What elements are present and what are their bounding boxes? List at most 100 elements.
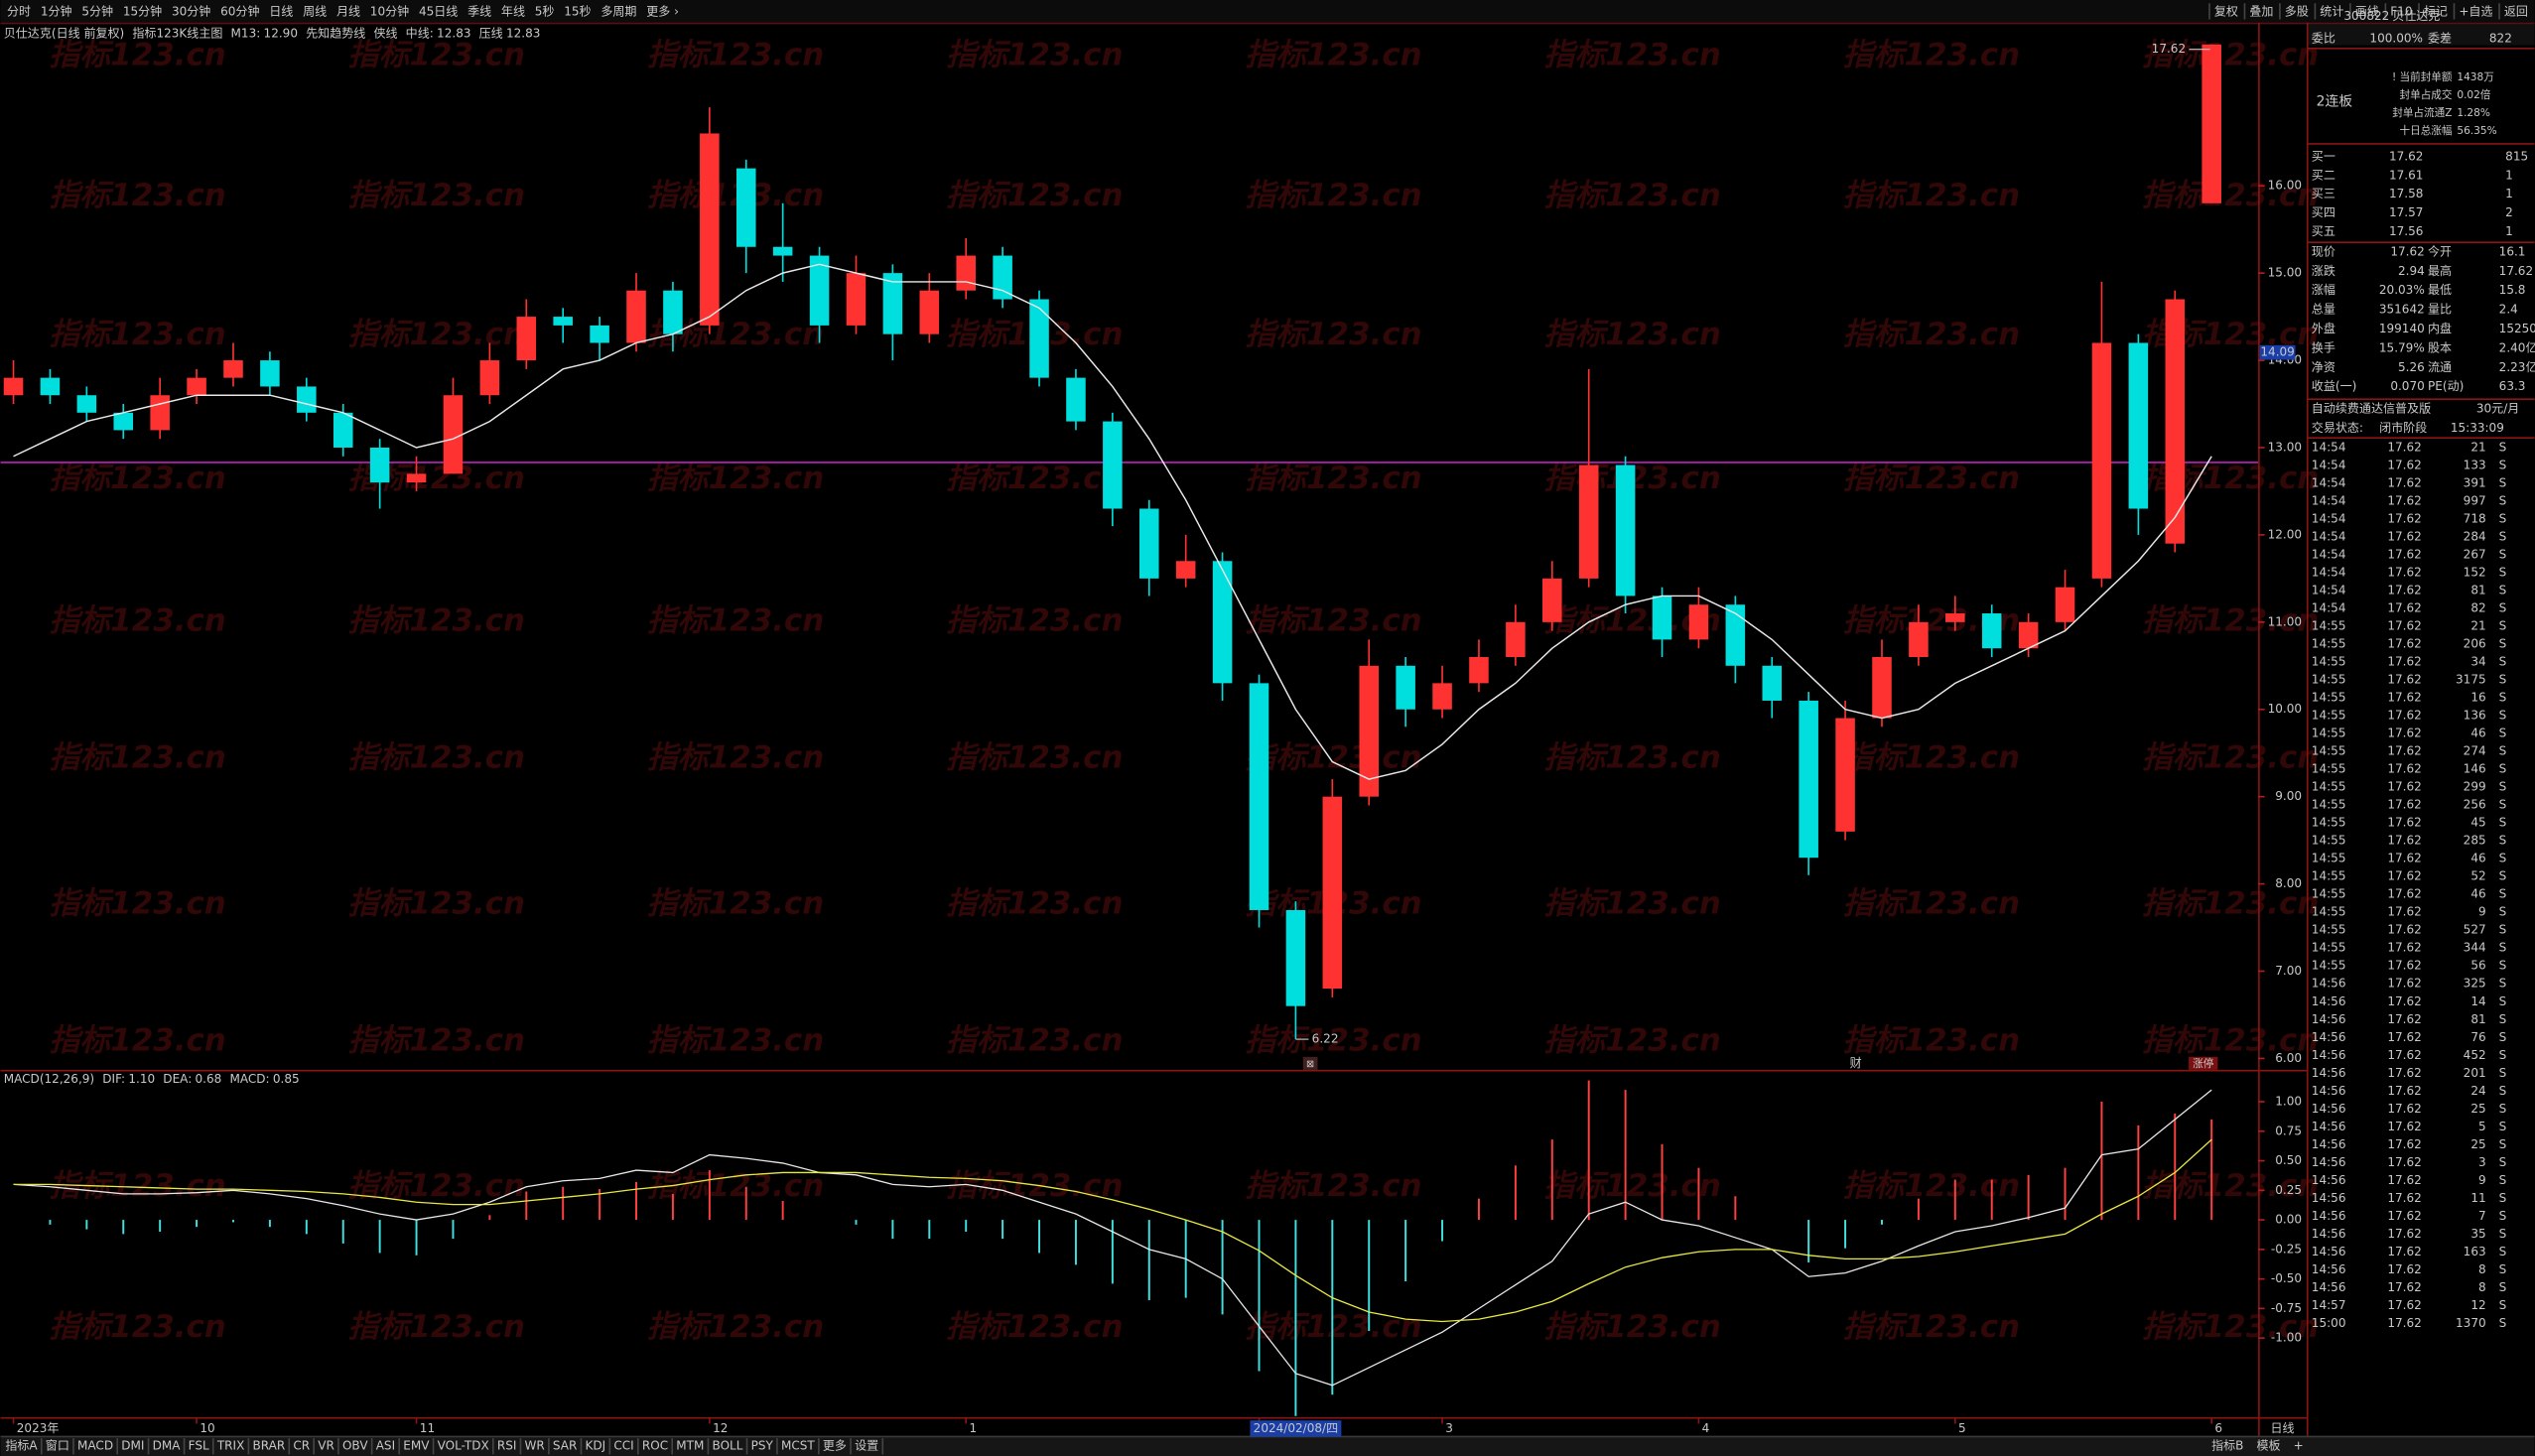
trade-price: 17.62 [2387,727,2421,740]
tab[interactable]: 设置 [855,1439,878,1453]
macd-header: MACD(12,26,9) [4,1072,94,1086]
trade-time: 14:55 [2312,637,2346,651]
trade-volume: 82 [2470,601,2485,615]
trade-side: S [2499,1191,2507,1205]
candle-body [590,325,609,343]
toolbar-button[interactable]: 30分钟 [172,4,210,19]
tab[interactable]: DMA [153,1439,182,1453]
trade-side: S [2499,1048,2507,1062]
toolbar-button[interactable]: F10 [2390,5,2412,19]
trade-time: 14:55 [2312,744,2346,758]
trade-time: 14:56 [2312,1245,2346,1258]
toolbar-button[interactable]: 统计 [2320,5,2343,19]
candle-body [809,255,830,326]
trade-time: 14:55 [2312,709,2346,723]
tab[interactable]: EMV [403,1439,430,1453]
toolbar-button[interactable]: 年线 [501,5,525,19]
toolbar-button[interactable]: 标记 [2424,5,2448,19]
toolbar-button[interactable]: 45日线 [419,5,458,19]
tab[interactable]: BOLL [713,1439,743,1453]
tab[interactable]: RSI [497,1439,517,1453]
tab[interactable]: VR [318,1439,334,1453]
tab[interactable]: MACD [77,1439,113,1453]
trade-side: S [2499,1084,2507,1098]
tab[interactable]: 更多 [823,1439,847,1453]
toolbar-button[interactable]: 5分钟 [81,4,113,19]
trade-price: 17.62 [2387,530,2421,544]
watermark: 指标123.cn [49,885,225,921]
toolbar-button[interactable]: 更多 › [646,5,679,19]
trade-price: 17.62 [2387,673,2421,687]
trade-side: S [2499,601,2507,615]
tab[interactable]: CCI [613,1439,633,1453]
watermark: 指标123.cn [946,37,1123,72]
tab[interactable]: BRAR [252,1439,285,1453]
candle-body [1359,665,1380,797]
toolbar-button[interactable]: 日线 [269,5,293,19]
watermark: 指标123.cn [49,37,225,72]
tab[interactable]: 指标A [5,1438,38,1453]
toolbar-button[interactable]: 60分钟 [220,4,259,19]
candle-body [919,290,940,334]
toolbar-button[interactable]: 复权 [2214,5,2238,19]
toolbar-button[interactable]: 15秒 [564,5,591,19]
tab[interactable]: 指标B [2211,1438,2243,1453]
tab[interactable]: DMI [121,1439,144,1453]
tab[interactable]: ROC [642,1439,668,1453]
trade-time: 14:54 [2312,441,2346,455]
trade-time: 14:55 [2312,923,2346,937]
tab[interactable]: CR [293,1439,310,1453]
trade-price: 17.62 [2387,852,2421,865]
tab[interactable]: VOL-TDX [438,1439,489,1453]
candle-body [2128,342,2149,509]
tab[interactable]: KDJ [586,1439,606,1453]
tab[interactable]: WR [525,1439,546,1453]
tab[interactable]: ASI [376,1439,395,1453]
trade-time: 14:54 [2312,566,2346,580]
quote-value: 15250 [2499,322,2535,335]
watermark: 指标123.cn [1843,1309,2020,1345]
tab[interactable]: 模板 [2256,1439,2280,1453]
toolbar-button[interactable]: 周线 [303,5,327,19]
dea-line [13,1138,2212,1323]
trade-side: S [2499,655,2507,669]
watermark: 指标123.cn [946,461,1123,496]
trade-price: 17.62 [2387,1120,2421,1133]
toolbar-button[interactable]: 15分钟 [123,4,162,19]
tab[interactable]: MCST [781,1439,815,1453]
toolbar-button[interactable]: 返回 [2504,5,2528,19]
tab[interactable]: + [2294,1439,2304,1453]
candle-body [1835,718,1855,832]
toolbar-button[interactable]: 多股 [2285,5,2309,19]
toolbar-button[interactable]: 10分钟 [370,4,409,19]
candle-body [626,290,646,343]
toolbar-button[interactable]: 月线 [336,5,360,19]
y-tick-label: 16.00 [2268,179,2302,193]
quote-value: 63.3 [2499,379,2526,393]
watermark: 指标123.cn [1245,178,1421,213]
tab[interactable]: SAR [553,1439,578,1453]
tab[interactable]: MTM [676,1439,704,1453]
tab[interactable]: FSL [189,1439,209,1453]
trade-price: 17.62 [2387,994,2421,1008]
toolbar-button[interactable]: 多周期 [600,5,636,19]
trade-time: 14:54 [2312,548,2346,562]
tab[interactable]: TRIX [216,1439,245,1453]
tab[interactable]: OBV [342,1439,368,1453]
trade-volume: 8 [2478,1262,2486,1276]
toolbar-button[interactable]: 叠加 [2249,5,2273,19]
toolbar-button[interactable]: 1分钟 [41,4,72,19]
toolbar-button[interactable]: 季线 [467,5,491,19]
y-tick-label: 7.00 [2275,964,2302,978]
candle-body [1029,299,1049,378]
toolbar-button[interactable]: 分时 [7,5,31,19]
toolbar-button[interactable]: 画线 [2355,5,2379,19]
trade-side: S [2499,816,2507,830]
trade-time: 14:56 [2312,1084,2346,1098]
tab[interactable]: 窗口 [46,1439,69,1453]
toolbar-button[interactable]: +自选 [2459,5,2492,19]
macd-header: DIF: [102,1072,125,1086]
trade-time: 14:55 [2312,905,2346,919]
toolbar-button[interactable]: 5秒 [535,5,555,19]
tab[interactable]: PSY [751,1439,774,1453]
